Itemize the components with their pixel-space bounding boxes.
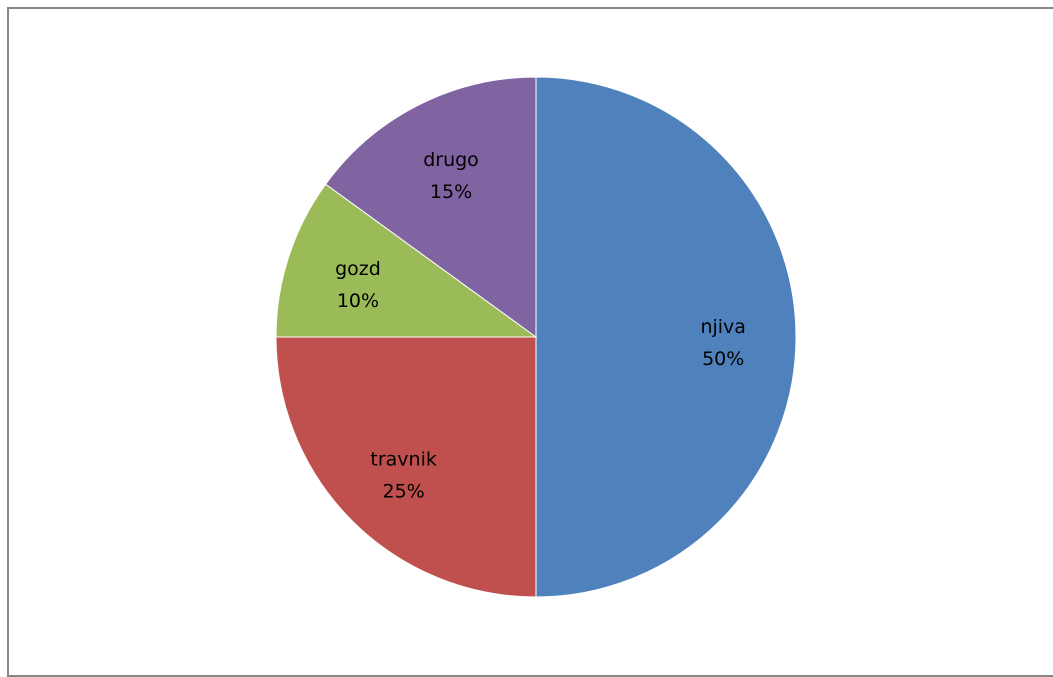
slice-label-category-travnik: travnik bbox=[370, 448, 436, 470]
slice-label-category-gozd: gozd bbox=[335, 258, 381, 280]
pie-chart: njiva 50% travnik 25% gozd 10% drugo 15% bbox=[275, 76, 797, 598]
pie-slice-gozd bbox=[275, 183, 538, 338]
pie-slice-drugo bbox=[324, 76, 537, 338]
slice-label-percent-gozd: 10% bbox=[337, 290, 379, 312]
slice-labels: njiva 50% travnik 25% gozd 10% drugo 15% bbox=[335, 149, 746, 502]
slice-label-percent-travnik: 25% bbox=[383, 480, 425, 502]
pie-slice-travnik bbox=[275, 336, 537, 598]
slice-label-percent-njiva: 50% bbox=[702, 348, 744, 370]
pie-slices bbox=[275, 76, 797, 598]
pie-slice-njiva bbox=[535, 76, 797, 598]
slice-label-category-drugo: drugo bbox=[423, 149, 479, 171]
slice-label-percent-drugo: 15% bbox=[430, 181, 472, 203]
slice-label-category-njiva: njiva bbox=[700, 316, 746, 338]
